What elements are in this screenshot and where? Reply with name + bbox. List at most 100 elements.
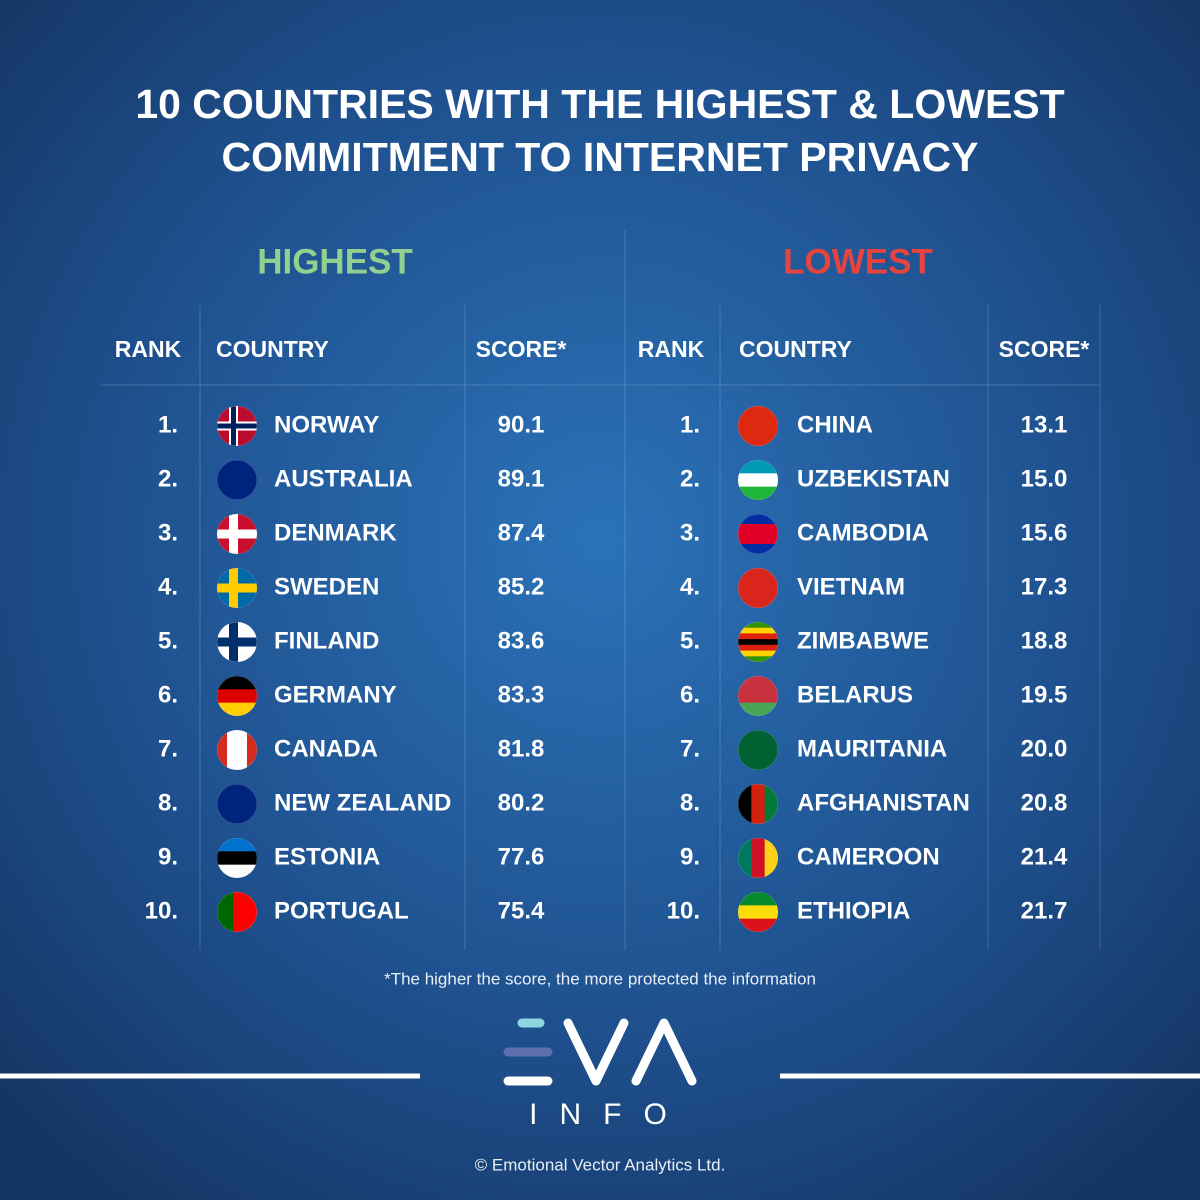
logo-stroke xyxy=(631,1018,697,1086)
flag xyxy=(738,784,778,824)
flag-part xyxy=(217,676,257,690)
country-cell: FINLAND xyxy=(274,627,379,654)
dividers xyxy=(100,230,1101,950)
flag-part xyxy=(217,583,257,593)
flag-part xyxy=(738,702,778,716)
flag xyxy=(217,514,257,554)
country-cell: VIETNAM xyxy=(797,573,905,600)
flag-part xyxy=(738,656,778,662)
rank-cell: 1. xyxy=(158,411,178,438)
flag-part xyxy=(738,406,778,446)
rank-cell: 1. xyxy=(680,411,700,438)
logo-subtitle: INFO xyxy=(529,1098,689,1131)
rank-cell: 4. xyxy=(158,573,178,600)
copyright: © Emotional Vector Analytics Ltd. xyxy=(475,1155,726,1174)
country-cell: PORTUGAL xyxy=(274,897,409,924)
flag-part xyxy=(764,784,778,824)
flag xyxy=(217,676,257,716)
rank-cell: 7. xyxy=(158,735,178,762)
flag-part xyxy=(738,689,778,704)
flag-part xyxy=(225,892,234,932)
column-header: RANK xyxy=(638,336,705,362)
flag xyxy=(217,730,257,770)
country-cell: BELARUS xyxy=(797,681,913,708)
flag-part xyxy=(738,524,778,535)
column-header: COUNTRY xyxy=(216,336,329,362)
flag-part xyxy=(738,568,778,608)
score-cell: 19.5 xyxy=(1021,681,1068,708)
country-cell: AUSTRALIA xyxy=(274,465,413,492)
column-header: SCORE* xyxy=(999,336,1090,362)
rank-cell: 8. xyxy=(158,789,178,816)
flag-part xyxy=(738,644,778,652)
flag xyxy=(738,892,778,932)
rank-cell: 3. xyxy=(158,519,178,546)
flag-part xyxy=(738,514,778,525)
flag xyxy=(217,406,257,446)
score-cell: 77.6 xyxy=(498,843,545,870)
flag-part xyxy=(217,838,257,852)
score-cell: 15.6 xyxy=(1021,519,1068,546)
flag-part xyxy=(233,892,242,932)
flag xyxy=(217,784,257,824)
flag-part xyxy=(217,423,257,429)
score-cell: 13.1 xyxy=(1021,411,1068,438)
score-cell: 20.0 xyxy=(1021,735,1068,762)
flag xyxy=(738,730,778,770)
score-cell: 83.6 xyxy=(498,627,545,654)
score-cell: 21.4 xyxy=(1021,843,1068,870)
table-heading: LOWEST xyxy=(783,242,933,281)
rank-cell: 6. xyxy=(680,681,700,708)
title-line: COMMITMENT TO INTERNET PRIVACY xyxy=(222,134,979,180)
country-cell: CANADA xyxy=(274,735,378,762)
score-cell: 90.1 xyxy=(498,411,545,438)
flag-part xyxy=(751,838,766,878)
country-cell: SWEDEN xyxy=(274,573,379,600)
flag xyxy=(217,892,257,932)
rank-cell: 6. xyxy=(158,681,178,708)
rank-cell: 10. xyxy=(145,897,178,924)
flag xyxy=(217,622,257,662)
country-cell: GERMANY xyxy=(274,681,397,708)
flag-part xyxy=(217,851,257,866)
score-cell: 15.0 xyxy=(1021,465,1068,492)
score-cell: 81.8 xyxy=(498,735,545,762)
flag xyxy=(738,676,778,716)
flag-part xyxy=(249,892,257,932)
flag-part xyxy=(738,627,778,634)
flag xyxy=(738,622,778,662)
logo-stroke xyxy=(563,1018,629,1086)
title-line: 10 COUNTRIES WITH THE HIGHEST & LOWEST xyxy=(135,81,1064,127)
flag-part xyxy=(738,650,778,657)
country-cell: ETHIOPIA xyxy=(797,897,910,924)
flag-part xyxy=(217,730,228,770)
flag-part xyxy=(217,702,257,716)
flag-part xyxy=(738,460,778,474)
flag-part xyxy=(217,689,257,704)
column-header: SCORE* xyxy=(476,336,567,362)
flag-part xyxy=(738,892,778,906)
flag-part xyxy=(217,637,257,647)
flag xyxy=(217,568,257,608)
footnote: *The higher the score, the more protecte… xyxy=(384,969,816,988)
country-cell: ZIMBABWE xyxy=(797,627,929,654)
rank-cell: 2. xyxy=(158,465,178,492)
country-cell: CAMEROON xyxy=(797,843,940,870)
score-cell: 85.2 xyxy=(498,573,545,600)
flag-part xyxy=(738,784,752,824)
column-header: COUNTRY xyxy=(739,336,852,362)
flag-part xyxy=(217,864,257,878)
country-cell: MAURITANIA xyxy=(797,735,947,762)
flag-part xyxy=(738,473,778,488)
country-cell: CHINA xyxy=(797,411,873,438)
flag-part xyxy=(738,544,778,554)
score-cell: 80.2 xyxy=(498,789,545,816)
rank-cell: 4. xyxy=(680,573,700,600)
flag xyxy=(217,460,257,500)
column-header: RANK xyxy=(115,336,182,362)
flag xyxy=(217,838,257,878)
score-cell: 17.3 xyxy=(1021,573,1068,600)
flag-part xyxy=(738,730,778,770)
